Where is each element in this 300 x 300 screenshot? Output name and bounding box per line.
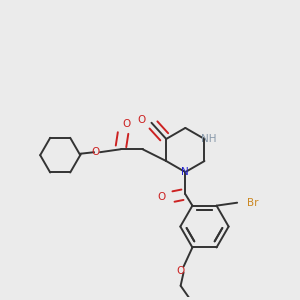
Text: O: O: [157, 192, 165, 202]
Text: O: O: [176, 266, 185, 276]
Text: Br: Br: [248, 198, 259, 208]
Text: O: O: [122, 118, 130, 129]
Text: NH: NH: [201, 134, 217, 144]
Text: O: O: [92, 147, 100, 157]
Text: N: N: [182, 167, 189, 177]
Text: O: O: [137, 115, 145, 125]
